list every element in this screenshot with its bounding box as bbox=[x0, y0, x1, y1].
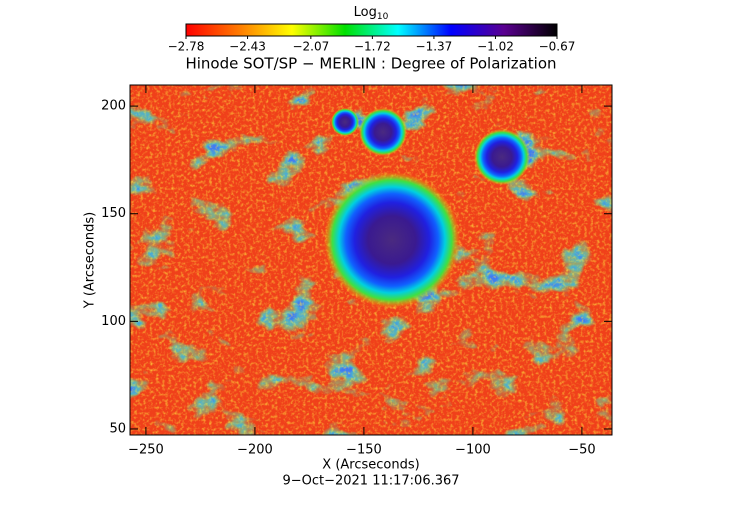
y-tick-label: 100 bbox=[101, 314, 126, 329]
colorbar-tick-label: −1.02 bbox=[477, 40, 514, 54]
colorbar-tick-label: −1.72 bbox=[354, 40, 391, 54]
heatmap-image bbox=[130, 85, 612, 435]
y-tick-label: 50 bbox=[109, 421, 126, 436]
y-tick-label: 150 bbox=[101, 206, 126, 221]
y-axis-label: Y (Arcseconds) bbox=[83, 212, 98, 309]
x-tick-label: −50 bbox=[568, 443, 595, 458]
colorbar-tick-label: −2.07 bbox=[292, 40, 329, 54]
x-tick-label: −250 bbox=[128, 443, 164, 458]
colorbar-tick-label: −2.43 bbox=[229, 40, 266, 54]
x-axis-label: X (Arcseconds) bbox=[322, 458, 419, 473]
colorbar-tick-label: −0.67 bbox=[539, 40, 576, 54]
colorbar-label-sub: 10 bbox=[377, 12, 389, 22]
colorbar-label: Log10 bbox=[354, 5, 389, 22]
x-tick-label: −100 bbox=[455, 443, 491, 458]
plot-frame bbox=[129, 84, 613, 436]
x-tick-label: −150 bbox=[346, 443, 382, 458]
y-tick-label: 200 bbox=[101, 99, 126, 114]
chart-title: Hinode SOT/SP − MERLIN : Degree of Polar… bbox=[185, 55, 556, 73]
colorbar-label-main: Log bbox=[354, 5, 377, 20]
colorbar-tick-label: −1.37 bbox=[416, 40, 453, 54]
footer-date: 9−Oct−2021 11:17:06.367 bbox=[282, 474, 459, 489]
colorbar bbox=[185, 23, 558, 37]
x-tick-label: −200 bbox=[237, 443, 273, 458]
colorbar-tick-label: −2.78 bbox=[168, 40, 205, 54]
